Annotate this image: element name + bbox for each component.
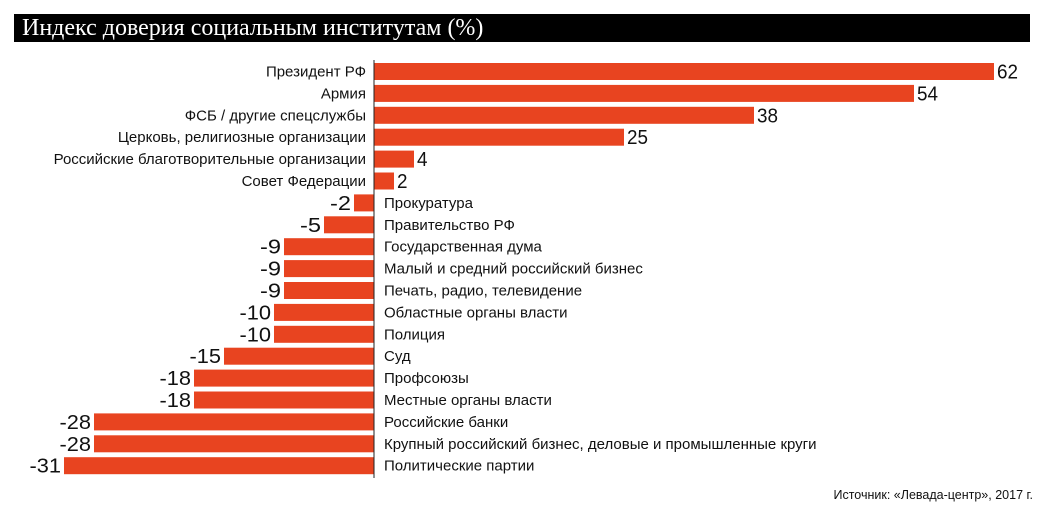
title-bar: Индекс доверия социальным институтам (%) bbox=[14, 14, 1030, 42]
bar bbox=[374, 63, 994, 80]
bar bbox=[94, 413, 374, 431]
data-label: -18 bbox=[160, 368, 192, 390]
category-label: Российские благотворительные организации bbox=[54, 151, 366, 168]
data-label: 62 bbox=[997, 62, 1018, 84]
data-label: -9 bbox=[260, 237, 281, 259]
category-label: Суд bbox=[384, 348, 411, 365]
bar bbox=[64, 457, 374, 475]
bar bbox=[374, 128, 624, 146]
bar bbox=[374, 106, 754, 124]
category-label: Президент РФ bbox=[266, 64, 366, 81]
category-label: Крупный российский бизнес, деловые и про… bbox=[384, 436, 817, 453]
data-label: 38 bbox=[757, 105, 778, 127]
chart-title: Индекс доверия социальным институтам (%) bbox=[22, 15, 484, 41]
bar bbox=[274, 325, 374, 343]
category-label: Прокуратура bbox=[384, 195, 474, 212]
bar bbox=[324, 216, 374, 234]
data-label: 4 bbox=[417, 149, 428, 171]
data-label: -10 bbox=[240, 324, 272, 346]
bar bbox=[354, 194, 374, 212]
category-label: Малый и средний российский бизнес bbox=[384, 261, 643, 278]
category-label: Церковь, религиозные организации bbox=[118, 129, 366, 146]
bar bbox=[224, 347, 374, 365]
category-label: Российские банки bbox=[384, 414, 508, 431]
data-label: -5 bbox=[300, 215, 321, 237]
data-label: -2 bbox=[330, 193, 351, 215]
source-note: Источник: «Левада-центр», 2017 г. bbox=[833, 488, 1033, 502]
category-label: Профсоюзы bbox=[384, 370, 469, 387]
category-label: ФСБ / другие спецслужбы bbox=[185, 107, 366, 124]
data-label: -28 bbox=[60, 434, 92, 456]
category-label: Политические партии bbox=[384, 458, 534, 475]
bar bbox=[274, 303, 374, 321]
category-label: Областные органы власти bbox=[384, 304, 568, 321]
bar bbox=[284, 260, 374, 278]
category-label: Местные органы власти bbox=[384, 392, 552, 409]
bar bbox=[194, 391, 374, 409]
bar bbox=[194, 369, 374, 387]
category-label: Совет Федерации bbox=[242, 173, 366, 190]
data-label: -31 bbox=[30, 456, 62, 478]
data-label: 2 bbox=[397, 171, 408, 193]
bar bbox=[94, 435, 374, 453]
data-label: -18 bbox=[160, 390, 192, 412]
category-label: Армия bbox=[321, 85, 366, 102]
data-label: -28 bbox=[60, 412, 92, 434]
data-label: -15 bbox=[190, 346, 222, 368]
data-label: -9 bbox=[260, 281, 281, 303]
data-label: -10 bbox=[240, 302, 272, 324]
bar bbox=[374, 84, 914, 102]
data-label: -9 bbox=[260, 259, 281, 281]
bar bbox=[374, 172, 394, 190]
category-label: Государственная дума bbox=[384, 239, 543, 256]
data-label: 54 bbox=[917, 83, 938, 105]
bar bbox=[284, 238, 374, 256]
bar bbox=[374, 150, 414, 168]
category-label: Полиция bbox=[384, 326, 445, 343]
category-label: Печать, радио, телевидение bbox=[384, 283, 582, 300]
bar bbox=[284, 282, 374, 299]
category-label: Правительство РФ bbox=[384, 217, 515, 234]
data-label: 25 bbox=[627, 127, 648, 149]
